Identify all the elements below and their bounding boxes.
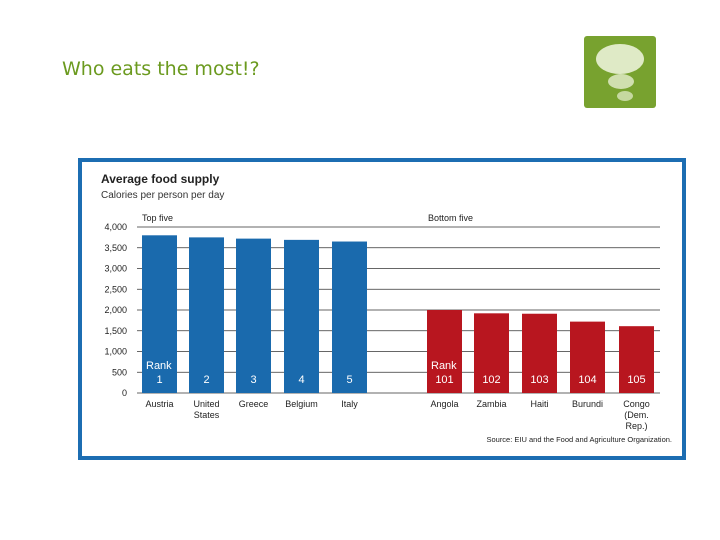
chart-area: Average food supply Calories per person … <box>82 162 682 456</box>
x-tick-label: Austria <box>145 399 173 409</box>
bar <box>142 235 177 393</box>
group-label-bottom-five: Bottom five <box>428 213 473 223</box>
x-tick-label: Zambia <box>476 399 506 409</box>
y-tick-label: 2,000 <box>104 305 127 315</box>
x-tick-label: (Dem. <box>624 410 649 420</box>
y-tick-label: 500 <box>112 367 127 377</box>
bar-chart: Average food supply Calories per person … <box>101 172 672 444</box>
x-tick-label: Haiti <box>530 399 548 409</box>
chart-subtitle: Calories per person per day <box>101 190 224 201</box>
y-tick-label: 0 <box>122 388 127 398</box>
rank-number: 101 <box>435 374 453 386</box>
x-tick-label: Italy <box>341 399 358 409</box>
rank-number: 4 <box>298 374 304 386</box>
thought-bubble-icon <box>584 36 656 108</box>
bar <box>332 241 367 393</box>
bar <box>474 313 509 393</box>
rank-number: 3 <box>250 374 256 386</box>
rank-number: 105 <box>627 374 645 386</box>
rank-word: Rank <box>146 360 172 372</box>
x-tick-label: Congo <box>623 399 650 409</box>
rank-number: 103 <box>530 374 548 386</box>
bar <box>284 239 319 393</box>
x-tick-label: Angola <box>430 399 458 409</box>
x-tick-label: United <box>193 399 219 409</box>
x-tick-label: Burundi <box>572 399 603 409</box>
x-tick-label: Rep.) <box>625 421 647 431</box>
rank-number: 5 <box>346 374 352 386</box>
bar <box>189 237 224 393</box>
x-tick-label: States <box>194 410 220 420</box>
bar <box>236 238 271 393</box>
slide-title: Who eats the most!? <box>62 58 260 80</box>
bar <box>619 326 654 393</box>
y-tick-label: 2,500 <box>104 284 127 294</box>
y-tick-label: 3,500 <box>104 243 127 253</box>
y-tick-label: 4,000 <box>104 222 127 232</box>
group-label-top-five: Top five <box>142 213 173 223</box>
x-tick-label: Greece <box>239 399 269 409</box>
rank-word: Rank <box>431 360 457 372</box>
rank-number: 102 <box>482 374 500 386</box>
y-tick-label: 1,000 <box>104 347 127 357</box>
bar <box>522 313 557 393</box>
chart-frame: Average food supply Calories per person … <box>78 158 686 460</box>
y-tick-label: 1,500 <box>104 326 127 336</box>
rank-number: 1 <box>156 374 162 386</box>
y-tick-label: 3,000 <box>104 264 127 274</box>
chart-title: Average food supply <box>101 172 220 186</box>
rank-number: 104 <box>578 374 596 386</box>
chart-source: Source: EIU and the Food and Agriculture… <box>486 435 672 444</box>
x-tick-label: Belgium <box>285 399 318 409</box>
bar <box>427 310 462 393</box>
rank-number: 2 <box>203 374 209 386</box>
bar <box>570 321 605 393</box>
